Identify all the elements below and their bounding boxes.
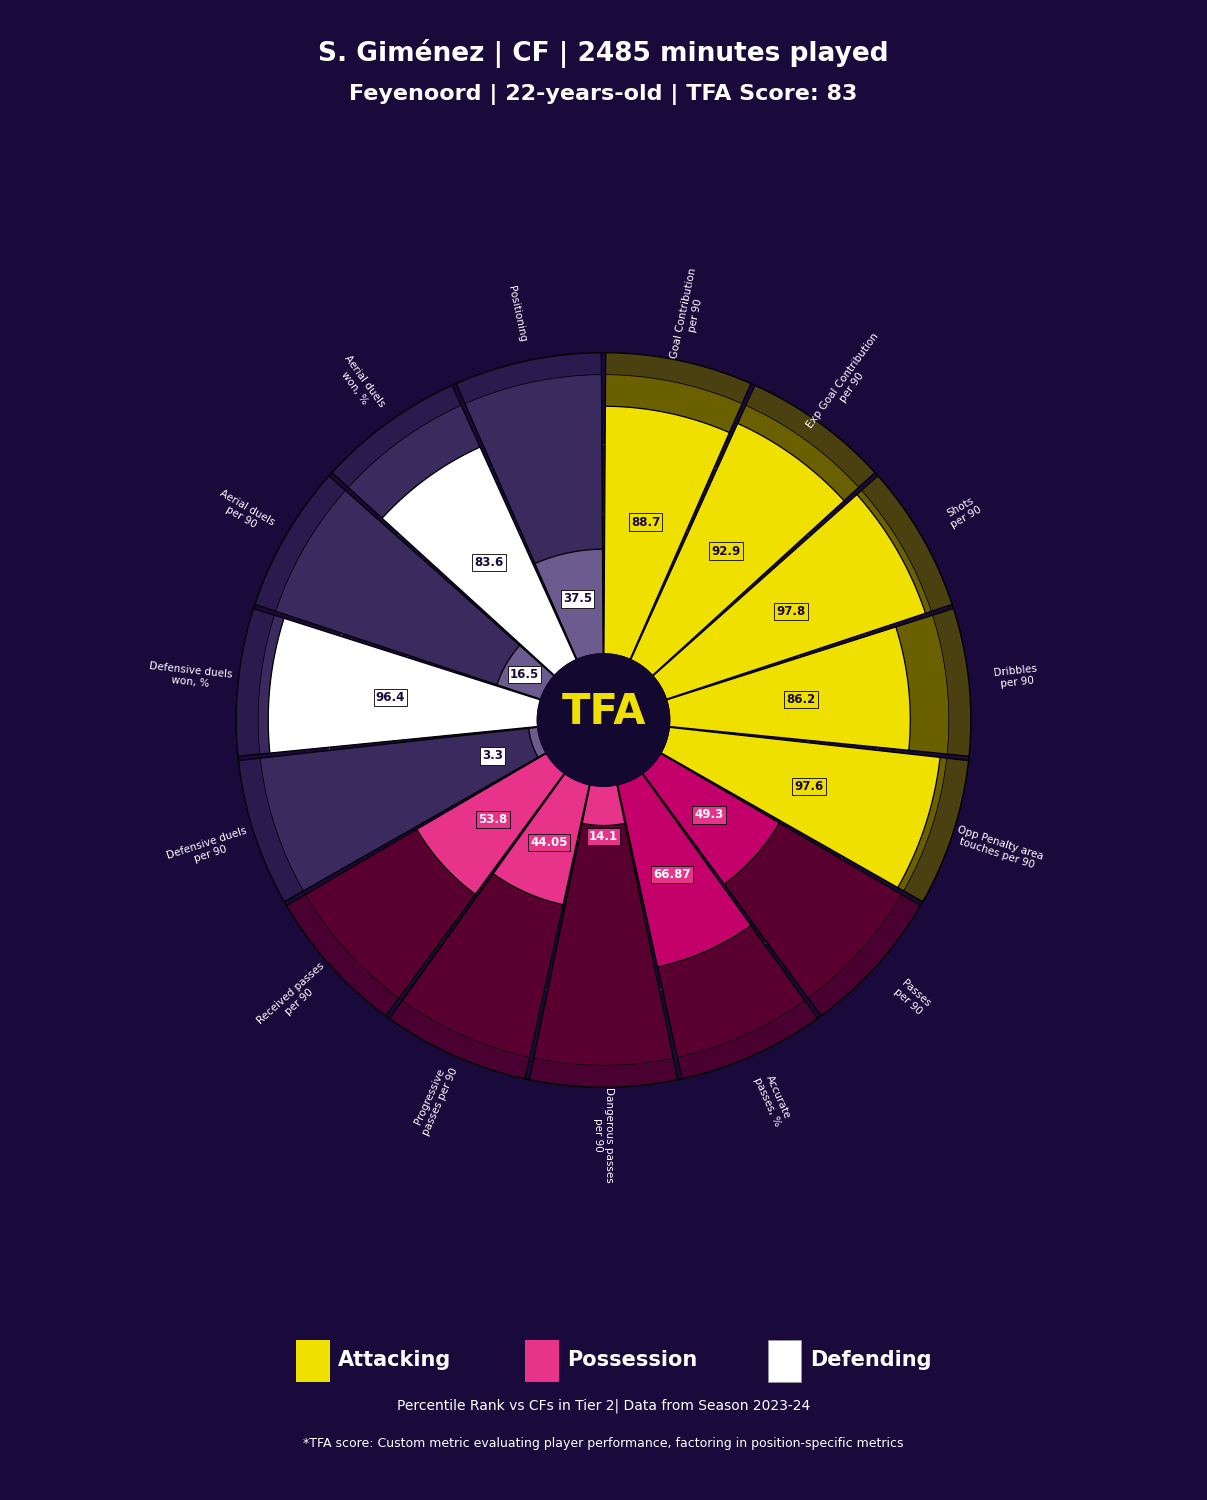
Text: Accurate
passes, %: Accurate passes, % bbox=[752, 1071, 793, 1128]
Polygon shape bbox=[582, 784, 625, 825]
Polygon shape bbox=[537, 654, 670, 786]
Polygon shape bbox=[533, 824, 674, 1065]
Text: 53.8: 53.8 bbox=[478, 813, 508, 826]
Polygon shape bbox=[862, 476, 952, 612]
FancyBboxPatch shape bbox=[525, 1340, 559, 1382]
Polygon shape bbox=[497, 645, 554, 699]
Polygon shape bbox=[737, 405, 858, 501]
Polygon shape bbox=[275, 490, 520, 684]
Text: Exp Goal Contribution
per 90: Exp Goal Contribution per 90 bbox=[805, 332, 890, 436]
Polygon shape bbox=[724, 824, 902, 998]
FancyBboxPatch shape bbox=[296, 1340, 330, 1382]
Polygon shape bbox=[332, 386, 461, 488]
Text: 66.87: 66.87 bbox=[653, 867, 690, 880]
Polygon shape bbox=[896, 615, 949, 754]
Text: TFA: TFA bbox=[561, 692, 646, 734]
Text: 16.5: 16.5 bbox=[509, 668, 538, 681]
Polygon shape bbox=[383, 447, 576, 675]
Text: Shots
per 90: Shots per 90 bbox=[943, 495, 982, 530]
Polygon shape bbox=[898, 758, 946, 891]
Polygon shape bbox=[255, 476, 345, 612]
Polygon shape bbox=[618, 774, 751, 968]
Polygon shape bbox=[456, 352, 601, 404]
Text: 3.3: 3.3 bbox=[483, 750, 503, 762]
Polygon shape bbox=[631, 423, 844, 675]
Polygon shape bbox=[465, 375, 602, 564]
Text: Dribbles
per 90: Dribbles per 90 bbox=[993, 663, 1039, 690]
Polygon shape bbox=[857, 490, 932, 614]
Text: 88.7: 88.7 bbox=[631, 516, 660, 528]
Text: 49.3: 49.3 bbox=[694, 808, 723, 822]
Polygon shape bbox=[529, 728, 546, 758]
Polygon shape bbox=[237, 609, 274, 756]
Text: 97.6: 97.6 bbox=[794, 780, 823, 794]
Text: 37.5: 37.5 bbox=[564, 592, 593, 606]
Text: Feyenoord | 22-years-old | TFA Score: 83: Feyenoord | 22-years-old | TFA Score: 83 bbox=[349, 84, 858, 105]
Text: Goal Contribution
per 90: Goal Contribution per 90 bbox=[670, 267, 710, 362]
Text: Dangerous passes
per 90: Dangerous passes per 90 bbox=[593, 1088, 614, 1184]
Text: Possession: Possession bbox=[567, 1350, 698, 1371]
Polygon shape bbox=[746, 386, 875, 488]
Polygon shape bbox=[305, 830, 476, 998]
FancyBboxPatch shape bbox=[768, 1340, 801, 1382]
Text: Received passes
per 90: Received passes per 90 bbox=[256, 962, 334, 1035]
Polygon shape bbox=[606, 375, 742, 432]
Text: Defensive duels
per 90: Defensive duels per 90 bbox=[165, 825, 252, 872]
Text: Positioning: Positioning bbox=[507, 285, 527, 344]
Polygon shape bbox=[390, 1000, 530, 1078]
Text: Attacking: Attacking bbox=[338, 1350, 451, 1371]
Polygon shape bbox=[268, 618, 541, 753]
Text: Aerial duels
won, %: Aerial duels won, % bbox=[333, 352, 386, 416]
Text: 96.4: 96.4 bbox=[375, 692, 406, 703]
Text: 97.8: 97.8 bbox=[776, 606, 805, 618]
Text: 83.6: 83.6 bbox=[474, 556, 503, 568]
Polygon shape bbox=[416, 753, 565, 894]
Text: Progressive
passes per 90: Progressive passes per 90 bbox=[410, 1062, 460, 1137]
Polygon shape bbox=[530, 1058, 677, 1088]
Text: S. Giménez | CF | 2485 minutes played: S. Giménez | CF | 2485 minutes played bbox=[319, 39, 888, 69]
Text: 44.05: 44.05 bbox=[530, 836, 567, 849]
Text: 92.9: 92.9 bbox=[712, 544, 741, 558]
Polygon shape bbox=[666, 627, 910, 750]
Polygon shape bbox=[402, 873, 564, 1058]
Polygon shape bbox=[286, 894, 398, 1016]
Polygon shape bbox=[658, 926, 805, 1058]
Polygon shape bbox=[677, 1000, 817, 1078]
Polygon shape bbox=[494, 774, 589, 904]
Text: Aerial duels
per 90: Aerial duels per 90 bbox=[212, 488, 276, 537]
Text: Opp Penalty area
touches per 90: Opp Penalty area touches per 90 bbox=[952, 824, 1044, 873]
Polygon shape bbox=[642, 753, 780, 884]
Polygon shape bbox=[904, 758, 968, 902]
Text: Percentile Rank vs CFs in Tier 2| Data from Season 2023-24: Percentile Rank vs CFs in Tier 2| Data f… bbox=[397, 1398, 810, 1413]
Text: Passes
per 90: Passes per 90 bbox=[892, 978, 932, 1017]
Polygon shape bbox=[661, 728, 940, 888]
Polygon shape bbox=[349, 405, 480, 517]
Text: 86.2: 86.2 bbox=[786, 693, 816, 706]
Polygon shape bbox=[809, 894, 921, 1016]
Polygon shape bbox=[933, 609, 970, 756]
Polygon shape bbox=[239, 758, 303, 902]
Polygon shape bbox=[604, 406, 729, 660]
Text: 14.1: 14.1 bbox=[589, 830, 618, 843]
Polygon shape bbox=[653, 495, 926, 699]
Polygon shape bbox=[261, 729, 538, 891]
Polygon shape bbox=[535, 549, 604, 660]
Text: *TFA score: Custom metric evaluating player performance, factoring in position-s: *TFA score: Custom metric evaluating pla… bbox=[303, 1437, 904, 1449]
Text: Defending: Defending bbox=[810, 1350, 932, 1371]
Polygon shape bbox=[258, 615, 284, 754]
Text: Defensive duels
won, %: Defensive duels won, % bbox=[148, 662, 233, 692]
Polygon shape bbox=[606, 352, 751, 404]
